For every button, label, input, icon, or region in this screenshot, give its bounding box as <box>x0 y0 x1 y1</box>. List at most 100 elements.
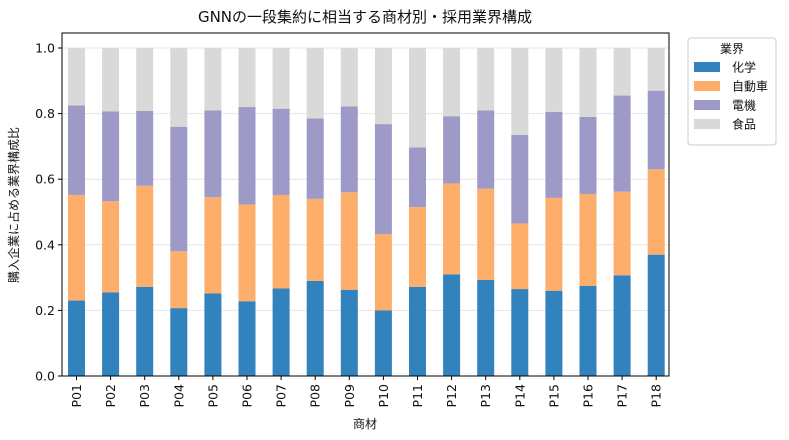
bar-P15-series-0 <box>545 290 563 376</box>
bar-P09-series-0 <box>340 289 358 376</box>
x-tick-label: P01 <box>69 384 84 407</box>
bar-P10-series-2 <box>374 124 392 234</box>
x-tick-label: P16 <box>581 384 596 407</box>
bar-P12-series-3 <box>443 48 461 117</box>
x-tick-label: P12 <box>444 384 459 407</box>
y-axis-label: 購入企業に占める業界構成比 <box>6 127 21 283</box>
x-tick-label: P06 <box>240 384 255 407</box>
bar-P02-series-2 <box>102 111 120 202</box>
chart-title: GNNの一段集約に相当する商材別・採用業界構成 <box>198 8 532 26</box>
bar-P08-series-1 <box>306 198 324 281</box>
y-tick-label: 0.8 <box>35 106 55 121</box>
bar-P06-series-0 <box>238 301 256 376</box>
legend-swatch <box>694 119 720 129</box>
bar-P13-series-1 <box>477 188 495 280</box>
bar-P15-series-1 <box>545 197 563 291</box>
bar-P01-series-3 <box>68 48 85 106</box>
bar-P12-series-0 <box>443 274 461 376</box>
x-tick-label: P10 <box>376 384 391 407</box>
bar-P05-series-0 <box>204 293 222 376</box>
bar-P14-series-3 <box>511 48 529 135</box>
bar-P14-series-0 <box>511 289 529 376</box>
x-tick-label: P14 <box>512 384 527 407</box>
bar-P10-series-0 <box>374 310 392 376</box>
x-tick-label: P11 <box>410 384 425 407</box>
bar-P18-series-0 <box>647 254 665 376</box>
x-tick-label: P08 <box>308 384 323 407</box>
bar-P01-series-0 <box>68 300 85 376</box>
bar-P03-series-0 <box>136 286 154 376</box>
y-axis-ticks: 0.0 0.2 0.4 0.6 0.8 1.0 <box>35 41 62 384</box>
x-axis-ticks: P01 P02 P03 P04 P05 P06 P07 P08 P09 P10 P11 P12 P13 P… <box>69 376 664 407</box>
bar-P18-series-2 <box>647 90 665 170</box>
bar-P09-series-1 <box>340 192 358 290</box>
bar-P15-series-3 <box>545 48 563 112</box>
bar-P14-series-1 <box>511 223 529 290</box>
bar-P06-series-1 <box>238 204 256 302</box>
bar-P08-series-2 <box>306 118 324 199</box>
bar-P09-series-2 <box>340 106 358 193</box>
bar-P03-series-1 <box>136 185 154 287</box>
bar-P02-series-0 <box>102 292 120 376</box>
bar-P14-series-2 <box>511 134 529 224</box>
bar-P01-series-1 <box>68 194 85 301</box>
x-tick-label: P02 <box>103 384 118 407</box>
bar-P11-series-3 <box>409 48 426 148</box>
legend-swatch <box>694 100 720 110</box>
bar-P02-series-3 <box>102 48 120 112</box>
bar-P12-series-1 <box>443 183 461 275</box>
x-tick-label: P18 <box>649 384 664 407</box>
plot-frame <box>61 32 670 377</box>
bar-P11-series-1 <box>409 207 426 287</box>
y-tick-label: 0.6 <box>35 172 55 187</box>
x-tick-label: P13 <box>478 384 493 407</box>
bar-P07-series-2 <box>272 108 290 195</box>
legend-entry: 自動車 <box>732 80 768 94</box>
bar-P02-series-1 <box>102 201 120 293</box>
bar-P16-series-1 <box>579 193 597 286</box>
bar-P01-series-2 <box>68 105 85 195</box>
bar-P07-series-1 <box>272 194 290 289</box>
bar-P17-series-1 <box>613 191 631 276</box>
x-tick-label: P04 <box>171 384 186 407</box>
bar-P18-series-3 <box>647 48 665 91</box>
legend-swatch <box>694 62 720 72</box>
x-tick-label: P07 <box>274 384 289 407</box>
bar-P04-series-2 <box>170 126 188 252</box>
bar-P11-series-0 <box>409 286 426 376</box>
bar-P05-series-3 <box>204 48 222 111</box>
bar-P04-series-0 <box>170 308 188 376</box>
bar-P11-series-2 <box>409 147 426 208</box>
bar-P08-series-3 <box>306 48 324 119</box>
bar-P03-series-3 <box>136 48 154 111</box>
legend-entry: 電機 <box>732 98 756 113</box>
x-tick-label: P15 <box>546 384 561 407</box>
y-tick-label: 0.0 <box>35 369 55 384</box>
y-tick-label: 0.2 <box>35 303 55 318</box>
bar-P10-series-1 <box>374 233 392 311</box>
bars <box>68 48 665 376</box>
x-tick-label: P17 <box>615 384 630 407</box>
bar-P15-series-2 <box>545 111 563 198</box>
x-tick-label: P09 <box>342 384 357 407</box>
legend-entry: 化学 <box>732 60 756 75</box>
bar-P07-series-3 <box>272 48 290 109</box>
bar-P17-series-3 <box>613 48 631 96</box>
y-tick-label: 0.4 <box>35 237 55 252</box>
bar-P13-series-0 <box>477 279 495 376</box>
bar-P16-series-3 <box>579 48 597 117</box>
x-axis-label: 商材 <box>353 416 377 431</box>
bar-P03-series-2 <box>136 110 154 186</box>
bar-P04-series-3 <box>170 48 188 127</box>
bar-P04-series-1 <box>170 251 188 309</box>
legend-entry: 食品 <box>732 117 756 132</box>
bar-P17-series-2 <box>613 95 631 192</box>
bar-P17-series-0 <box>613 275 631 376</box>
bar-P08-series-0 <box>306 280 324 376</box>
bar-P06-series-3 <box>238 48 256 108</box>
bar-P07-series-0 <box>272 288 290 376</box>
